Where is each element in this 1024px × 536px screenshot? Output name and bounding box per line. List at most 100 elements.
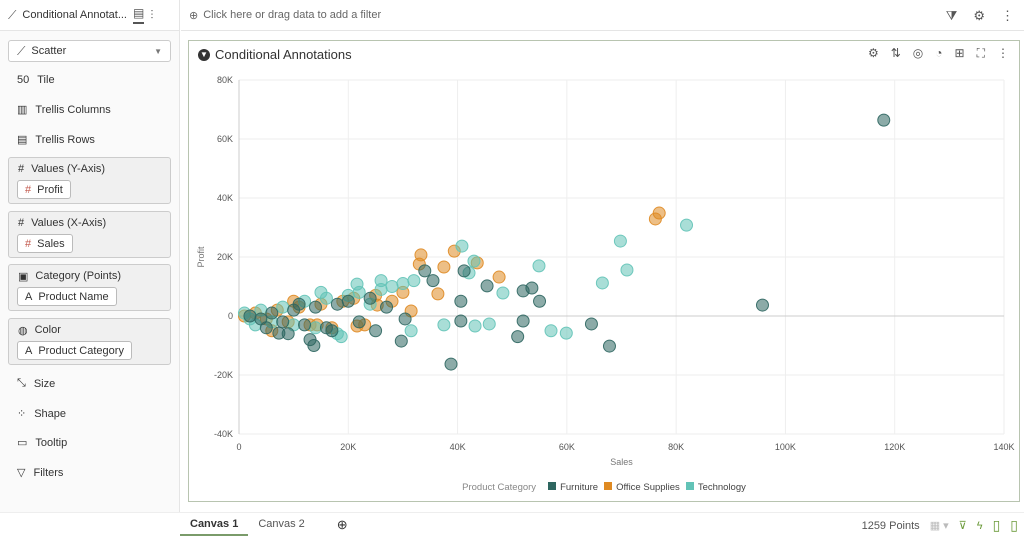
right-panel-toggle-icon[interactable]: ▯ [1010,517,1018,533]
profit-pill[interactable]: # Profit [17,180,71,199]
data-point-furniture[interactable] [243,309,257,323]
x-axis-drop[interactable]: # Values (X-Axis) # Sales [8,211,171,258]
data-point-technology[interactable] [314,285,328,299]
data-point-furniture[interactable] [426,274,440,288]
filters-item[interactable]: ▽ Filters [17,466,63,480]
add-canvas-icon[interactable]: ⊕ [336,516,348,532]
data-point-furniture[interactable] [394,334,408,348]
data-point-furniture[interactable] [516,284,530,298]
sort-icon[interactable]: ⇅ [890,46,901,60]
maximize-icon[interactable]: ⛶ [976,46,985,60]
trellis-rows-item[interactable]: ▤ Trellis Rows [17,133,95,147]
filter-hint[interactable]: Click here or drag data to add a filter [203,9,382,21]
layout-icon[interactable]: ▦ ▾ [929,520,949,532]
data-point-technology[interactable] [544,324,558,338]
data-point-furniture[interactable] [457,264,471,278]
trellis-columns-item[interactable]: ▥ Trellis Columns [17,103,111,117]
duplicate-icon[interactable]: ⊞ [954,46,965,60]
workbook-title[interactable]: Conditional Annotat... [22,9,127,21]
data-point-furniture[interactable] [584,317,598,331]
data-point-technology[interactable] [559,326,573,340]
data-point-office-supplies[interactable] [437,260,451,274]
product-category-pill[interactable]: A Product Category [17,341,132,360]
data-point-furniture[interactable] [380,300,394,314]
data-point-technology[interactable] [437,318,451,332]
add-filter-icon[interactable]: ⊕ [189,9,199,22]
data-point-furniture[interactable] [352,315,366,329]
data-point-technology[interactable] [613,234,627,248]
legend-item-furniture[interactable]: Furniture [548,482,598,493]
legend-item-office-supplies[interactable]: Office Supplies [604,482,680,493]
product-name-pill[interactable]: A Product Name [17,287,117,306]
data-point-furniture[interactable] [516,314,530,328]
data-point-furniture[interactable] [309,300,322,314]
data-point-technology[interactable] [455,239,469,253]
data-point-furniture[interactable] [755,298,769,312]
ai-assist-icon[interactable]: ⚙ [973,8,985,23]
grammar-panel-icon[interactable]: ▤ [132,6,145,24]
data-point-furniture[interactable] [259,321,273,335]
data-point-furniture[interactable] [454,294,468,308]
data-point-furniture[interactable] [480,279,494,293]
more-menu-icon[interactable]: ⋮ [1001,8,1014,23]
data-point-technology[interactable] [496,286,510,300]
data-point-technology[interactable] [467,254,481,268]
sales-pill[interactable]: # Sales [17,234,73,253]
pin-icon[interactable]: ⊽ [958,520,967,532]
size-item[interactable]: ⤡ Size [17,377,55,390]
data-point-furniture[interactable] [281,327,295,341]
shape-item[interactable]: ⁘ Shape [17,407,66,421]
data-point-technology[interactable] [620,263,634,277]
filter-bar[interactable]: ⊕ Click here or drag data to add a filte… [181,0,1024,31]
color-drop[interactable]: ◍ Color A Product Category [8,318,171,365]
data-point-furniture[interactable] [418,264,432,278]
lightning-icon[interactable]: ϟ [976,519,983,532]
data-point-furniture[interactable] [398,312,412,326]
data-point-office-supplies[interactable] [431,287,445,301]
chart-type-dropdown[interactable]: ⟋ Scatter ▼ [8,40,171,62]
legend-item-technology[interactable]: Technology [685,482,746,493]
data-point-furniture[interactable] [454,314,468,328]
data-point-furniture[interactable] [533,294,547,308]
ai-icon[interactable]: ⚙ [867,46,879,60]
data-point-furniture[interactable] [265,306,279,320]
data-point-technology[interactable] [309,321,322,335]
data-point-furniture[interactable] [303,333,317,347]
category-drop[interactable]: ▣ Category (Points) A Product Name [8,264,171,311]
data-point-furniture[interactable] [292,297,306,311]
tab-canvas-1[interactable]: Canvas 1 [180,513,249,536]
data-point-technology[interactable] [532,259,546,273]
data-point-furniture[interactable] [298,318,312,332]
more-icon[interactable]: ⋮ [997,46,1009,60]
y-axis-drop[interactable]: # Values (Y-Axis) # Profit [8,157,171,204]
scatter-chart[interactable]: 0 20K 40K 60K 80K 100K 120K 140K -40K -20K 0 20K 40K… [189,41,1021,503]
data-point-technology[interactable] [595,276,609,290]
data-point-furniture[interactable] [325,324,339,338]
properties-icon[interactable]: ⫶ [150,7,154,22]
data-point-technology[interactable] [385,280,399,293]
tile-item[interactable]: 50 Tile [17,74,55,86]
data-point-technology[interactable] [404,324,418,338]
tab-canvas-2[interactable]: Canvas 2 [258,517,305,530]
data-point-technology[interactable] [374,282,388,296]
data-point-technology[interactable] [407,274,421,288]
data-point-furniture[interactable] [511,330,525,344]
left-panel-toggle-icon[interactable]: ▯ [992,517,1001,533]
visualization-panel[interactable]: ▼ Conditional Annotations ⚙ ⇅ ◎ ◔ ⊞ ⛶ ⋮ 0 20K 40K… [188,40,1020,502]
data-point-furniture[interactable] [602,339,616,353]
data-point-office-supplies[interactable] [648,212,662,226]
tooltip-item[interactable]: ▭ Tooltip [17,436,67,450]
data-point-technology[interactable] [468,319,482,333]
data-point-furniture[interactable] [341,294,355,308]
target-icon[interactable]: ◎ [912,46,924,60]
data-point-technology[interactable] [396,277,410,291]
data-point-technology[interactable] [680,218,694,232]
data-point-furniture[interactable] [330,297,344,311]
data-point-furniture[interactable] [363,291,377,305]
analytics-icon[interactable]: ◔ [935,46,943,60]
data-point-office-supplies[interactable] [492,270,506,284]
data-point-furniture[interactable] [444,357,458,371]
data-point-furniture[interactable] [369,324,383,338]
data-point-technology[interactable] [276,300,290,314]
data-point-furniture[interactable] [276,315,290,329]
